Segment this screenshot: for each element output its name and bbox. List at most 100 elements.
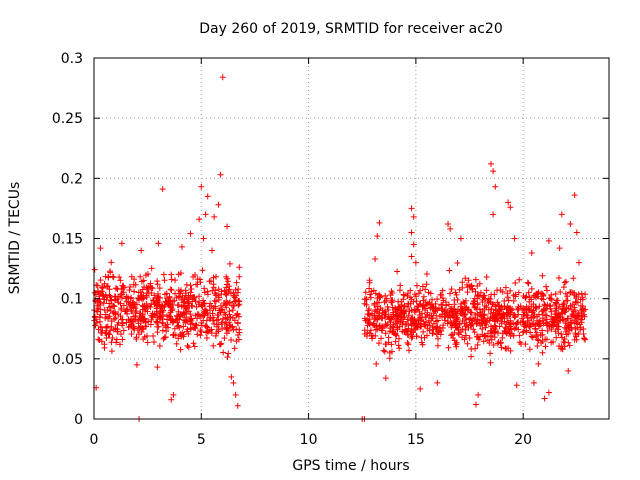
data-point	[420, 302, 427, 309]
data-point	[119, 336, 126, 343]
data-point	[211, 213, 218, 220]
data-point	[187, 282, 194, 289]
data-point	[508, 326, 515, 333]
data-point	[232, 297, 239, 304]
data-point	[576, 321, 583, 328]
data-point	[577, 326, 584, 333]
data-point	[433, 305, 440, 312]
data-point	[567, 221, 574, 228]
data-point	[517, 319, 524, 326]
data-point	[376, 299, 383, 306]
data-point	[579, 294, 586, 301]
data-point	[575, 259, 582, 266]
data-point	[523, 293, 530, 300]
data-point	[166, 314, 173, 321]
data-point	[433, 325, 440, 332]
data-point	[179, 329, 186, 336]
data-point	[468, 282, 475, 289]
data-point	[178, 243, 185, 250]
data-point	[235, 336, 242, 343]
data-point	[501, 298, 508, 305]
data-point	[94, 289, 101, 296]
data-point	[499, 334, 506, 341]
data-point	[100, 300, 107, 307]
data-point	[429, 330, 436, 337]
data-point	[556, 245, 563, 252]
data-point	[102, 311, 109, 318]
data-point	[447, 305, 454, 312]
data-point	[174, 323, 181, 330]
data-point	[131, 288, 138, 295]
data-point	[168, 307, 175, 314]
y-tick-label: 0.05	[52, 352, 83, 368]
data-point	[203, 323, 210, 330]
data-point	[194, 331, 201, 338]
data-point	[226, 283, 233, 290]
data-point	[103, 335, 110, 342]
data-point	[479, 299, 486, 306]
data-point	[405, 312, 412, 319]
data-point	[166, 301, 173, 308]
data-point	[366, 277, 373, 284]
data-point	[533, 329, 540, 336]
data-point	[563, 325, 570, 332]
data-point	[197, 332, 204, 339]
data-point	[159, 327, 166, 334]
data-point	[201, 285, 208, 292]
data-point	[175, 287, 182, 294]
data-point	[215, 296, 222, 303]
data-point	[192, 321, 199, 328]
data-point	[528, 285, 535, 292]
data-point	[159, 304, 166, 311]
data-point	[224, 354, 231, 361]
data-point	[447, 313, 454, 320]
data-point	[198, 312, 205, 319]
data-point	[142, 323, 149, 330]
data-point	[485, 299, 492, 306]
data-point	[147, 321, 154, 328]
data-point	[123, 298, 130, 305]
data-point	[154, 364, 161, 371]
data-point	[504, 310, 511, 317]
data-point	[400, 310, 407, 317]
data-point	[168, 287, 175, 294]
data-point	[141, 334, 148, 341]
data-point	[413, 298, 420, 305]
data-point	[441, 308, 448, 315]
data-point	[536, 303, 543, 310]
data-point	[366, 320, 373, 327]
data-point	[200, 297, 207, 304]
data-point	[487, 359, 494, 366]
data-point	[454, 259, 461, 266]
data-point	[401, 303, 408, 310]
data-point	[204, 288, 211, 295]
data-point	[191, 343, 198, 350]
data-point	[440, 322, 447, 329]
data-point	[217, 341, 224, 348]
data-point	[210, 342, 217, 349]
data-point	[218, 302, 225, 309]
data-point	[570, 275, 577, 282]
data-point	[144, 308, 151, 315]
data-point	[459, 334, 466, 341]
data-point	[223, 292, 230, 299]
data-point	[472, 276, 479, 283]
data-point	[183, 309, 190, 316]
data-point	[376, 291, 383, 298]
data-point	[182, 287, 189, 294]
data-point	[422, 286, 429, 293]
data-point	[177, 346, 184, 353]
data-point	[99, 285, 106, 292]
data-point	[562, 278, 569, 285]
data-point	[133, 334, 140, 341]
data-point	[197, 327, 204, 334]
data-point	[420, 328, 427, 335]
data-point	[417, 287, 424, 294]
data-point	[202, 322, 209, 329]
data-point	[383, 341, 390, 348]
data-point	[498, 344, 505, 351]
data-point	[483, 274, 490, 281]
data-point	[226, 321, 233, 328]
data-point	[110, 274, 117, 281]
data-point	[128, 273, 135, 280]
